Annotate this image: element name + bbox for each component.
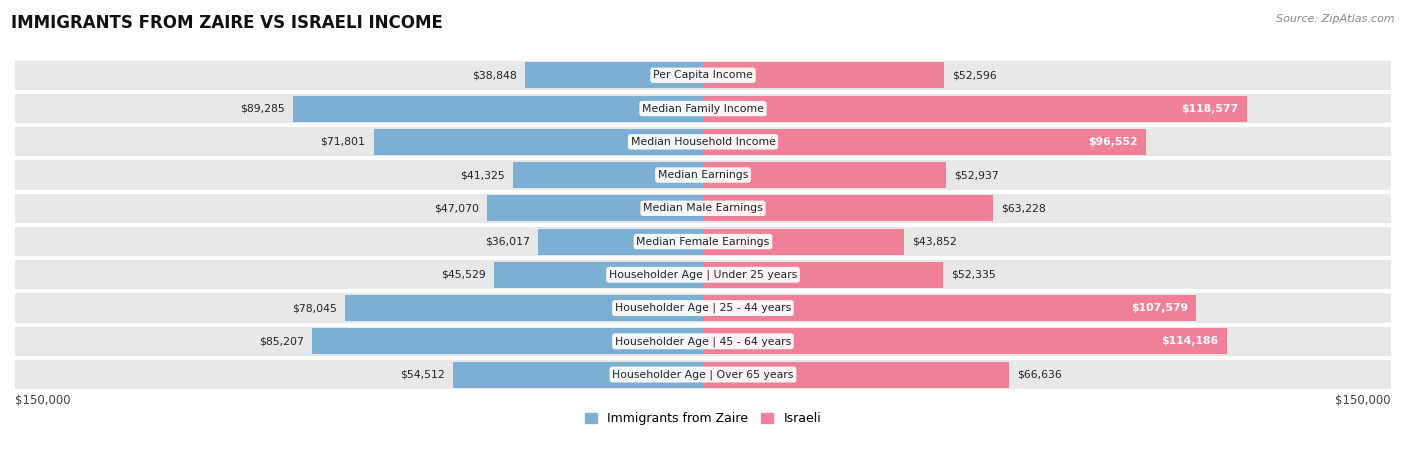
Text: Householder Age | Over 65 years: Householder Age | Over 65 years (612, 369, 794, 380)
Text: $52,335: $52,335 (952, 270, 995, 280)
Text: $52,596: $52,596 (952, 71, 997, 80)
Text: Per Capita Income: Per Capita Income (652, 71, 754, 80)
Text: Householder Age | 45 - 64 years: Householder Age | 45 - 64 years (614, 336, 792, 347)
Text: $89,285: $89,285 (240, 104, 285, 113)
Bar (294, 96, 703, 121)
Bar (312, 328, 703, 354)
Bar (15, 293, 1391, 323)
Bar (15, 260, 1391, 290)
Text: $52,937: $52,937 (955, 170, 998, 180)
Text: Householder Age | 25 - 44 years: Householder Age | 25 - 44 years (614, 303, 792, 313)
Bar (15, 61, 1391, 90)
Text: $41,325: $41,325 (460, 170, 505, 180)
Bar (703, 262, 943, 288)
Bar (703, 63, 945, 88)
Bar (703, 228, 904, 255)
Bar (15, 326, 1391, 356)
Bar (15, 161, 1391, 190)
Text: IMMIGRANTS FROM ZAIRE VS ISRAELI INCOME: IMMIGRANTS FROM ZAIRE VS ISRAELI INCOME (11, 14, 443, 32)
Bar (703, 129, 1146, 155)
Text: Median Earnings: Median Earnings (658, 170, 748, 180)
Text: $45,529: $45,529 (441, 270, 486, 280)
Bar (513, 162, 703, 188)
Bar (494, 262, 703, 288)
Bar (703, 361, 1008, 388)
Text: $78,045: $78,045 (292, 303, 337, 313)
Bar (538, 228, 703, 255)
Bar (15, 360, 1391, 389)
Bar (374, 129, 703, 155)
Text: $47,070: $47,070 (434, 203, 479, 213)
Bar (15, 194, 1391, 223)
Text: Source: ZipAtlas.com: Source: ZipAtlas.com (1277, 14, 1395, 24)
Text: $118,577: $118,577 (1181, 104, 1239, 113)
Text: $43,852: $43,852 (912, 237, 957, 247)
Bar (453, 361, 703, 388)
Text: $150,000: $150,000 (1336, 394, 1391, 407)
Text: $114,186: $114,186 (1161, 336, 1219, 347)
Text: $36,017: $36,017 (485, 237, 530, 247)
Text: Median Female Earnings: Median Female Earnings (637, 237, 769, 247)
Text: Median Household Income: Median Household Income (630, 137, 776, 147)
Text: $54,512: $54,512 (399, 369, 444, 380)
Bar (486, 195, 703, 221)
Text: $150,000: $150,000 (15, 394, 70, 407)
Bar (524, 63, 703, 88)
Legend: Immigrants from Zaire, Israeli: Immigrants from Zaire, Israeli (579, 407, 827, 430)
Text: $63,228: $63,228 (1001, 203, 1046, 213)
Text: $66,636: $66,636 (1017, 369, 1062, 380)
Text: Median Family Income: Median Family Income (643, 104, 763, 113)
Text: $85,207: $85,207 (259, 336, 304, 347)
Text: Householder Age | Under 25 years: Householder Age | Under 25 years (609, 269, 797, 280)
Text: $71,801: $71,801 (321, 137, 366, 147)
Text: $38,848: $38,848 (472, 71, 516, 80)
Text: Median Male Earnings: Median Male Earnings (643, 203, 763, 213)
Bar (703, 295, 1197, 321)
Bar (703, 96, 1247, 121)
Bar (703, 195, 993, 221)
Bar (15, 227, 1391, 256)
Bar (703, 328, 1226, 354)
Bar (15, 127, 1391, 156)
Bar (344, 295, 703, 321)
Bar (15, 94, 1391, 123)
Text: $96,552: $96,552 (1088, 137, 1137, 147)
Text: $107,579: $107,579 (1130, 303, 1188, 313)
Bar (703, 162, 946, 188)
